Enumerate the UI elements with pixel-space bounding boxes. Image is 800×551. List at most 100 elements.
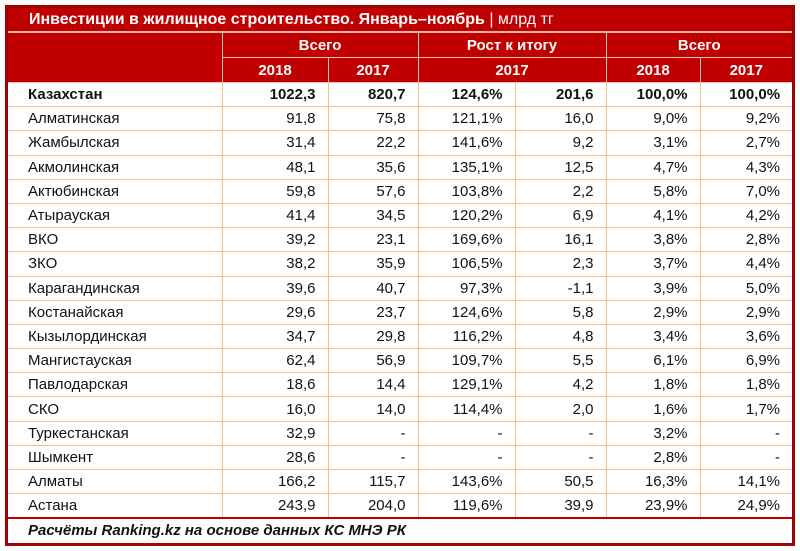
value-cell-share-2018: 3,8% [605, 227, 701, 253]
value-cell-2017: 14,0 [327, 396, 419, 422]
value-cell-2018: 29,6 [221, 299, 329, 325]
value-cell-share-2018: 9,0% [605, 106, 701, 132]
value-cell-growth-abs: - [514, 444, 607, 471]
value-cell-2017: - [327, 420, 419, 446]
column-group-total-right: Всего [605, 33, 793, 58]
value-cell-share-2018: 23,9% [605, 493, 701, 518]
column-group-growth: Рост к итогу [417, 33, 607, 58]
table-row: Алматы 166,2 115,7 143,6% 50,5 16,3% 14,… [8, 468, 793, 495]
value-cell-growth-pct: 116,2% [417, 323, 516, 350]
value-cell-growth-pct: 141,6% [417, 130, 516, 156]
region-cell: Костанайская [8, 299, 223, 325]
value-cell-growth-pct: 120,2% [417, 202, 516, 229]
region-cell: Актюбинская [8, 178, 223, 204]
value-cell-2017: 23,7 [327, 299, 419, 325]
value-cell-share-2017: 3,6% [699, 323, 793, 350]
value-cell-2017: 35,6 [327, 154, 419, 180]
region-cell: ВКО [8, 227, 223, 253]
table-row: Туркестанская 32,9 - - - 3,2% - [8, 420, 793, 446]
value-cell-2018: 62,4 [221, 348, 329, 374]
value-cell-growth-abs: 4,8 [514, 323, 607, 350]
value-cell-growth-pct: 121,1% [417, 106, 516, 132]
value-cell-growth-pct: 124,6% [417, 299, 516, 325]
value-cell-2017: 57,6 [327, 178, 419, 204]
value-cell-growth-pct: - [417, 420, 516, 446]
value-cell-2017: 23,1 [327, 227, 419, 253]
table-row: Шымкент 28,6 - - - 2,8% - [8, 444, 793, 471]
table-row: Казахстан 1022,3 820,7 124,6% 201,6 100,… [8, 81, 793, 108]
region-cell: Туркестанская [8, 420, 223, 446]
value-cell-growth-abs: 50,5 [514, 468, 607, 495]
value-cell-growth-pct: 169,6% [417, 227, 516, 253]
value-cell-2017: 820,7 [327, 81, 419, 108]
value-cell-growth-pct: 114,4% [417, 396, 516, 422]
region-cell: ЗКО [8, 251, 223, 277]
value-cell-share-2018: 2,8% [605, 444, 701, 471]
value-cell-2018: 91,8 [221, 106, 329, 132]
region-cell: Акмолинская [8, 154, 223, 180]
value-cell-growth-pct: 109,7% [417, 348, 516, 374]
value-cell-2018: 39,2 [221, 227, 329, 253]
value-cell-2017: 115,7 [327, 468, 419, 495]
table-row: Алматинская 91,8 75,8 121,1% 16,0 9,0% 9… [8, 106, 793, 132]
value-cell-growth-abs: 16,0 [514, 106, 607, 132]
table-row: ВКО 39,2 23,1 169,6% 16,1 3,8% 2,8% [8, 227, 793, 253]
value-cell-share-2017: - [699, 420, 793, 446]
table-header: Всего Рост к итогу Всего 2018 2017 2017 … [8, 33, 793, 83]
value-cell-share-2017: 7,0% [699, 178, 793, 204]
value-cell-growth-abs: 201,6 [514, 81, 607, 108]
corner-cell [8, 33, 223, 83]
value-cell-growth-pct: 124,6% [417, 81, 516, 108]
region-cell: Карагандинская [8, 275, 223, 301]
value-cell-share-2017: 100,0% [699, 81, 793, 108]
value-cell-growth-abs: 2,3 [514, 251, 607, 277]
value-cell-growth-abs: 5,5 [514, 348, 607, 374]
value-cell-2017: 14,4 [327, 372, 419, 398]
value-cell-share-2017: 4,3% [699, 154, 793, 180]
page-title-main: Инвестиции в жилищное строительство. Янв… [29, 11, 485, 28]
value-cell-growth-pct: - [417, 444, 516, 471]
region-cell: Шымкент [8, 444, 223, 471]
value-cell-2017: 204,0 [327, 493, 419, 518]
value-cell-2018: 41,4 [221, 202, 329, 229]
page-title-unit: | млрд тг [484, 11, 554, 28]
table-row: Карагандинская 39,6 40,7 97,3% -1,1 3,9%… [8, 275, 793, 301]
value-cell-growth-pct: 135,1% [417, 154, 516, 180]
value-cell-growth-abs: 16,1 [514, 227, 607, 253]
source-note: Расчёты Ranking.kz на основе данных КС М… [8, 517, 792, 543]
value-cell-share-2018: 100,0% [605, 81, 701, 108]
value-cell-share-2017: 14,1% [699, 468, 793, 495]
value-cell-growth-pct: 103,8% [417, 178, 516, 204]
investments-table: Всего Рост к итогу Всего 2018 2017 2017 … [8, 33, 793, 518]
region-cell: Кызылординская [8, 323, 223, 350]
table-row: Павлодарская 18,6 14,4 129,1% 4,2 1,8% 1… [8, 372, 793, 398]
value-cell-share-2018: 1,8% [605, 372, 701, 398]
value-cell-share-2017: 1,8% [699, 372, 793, 398]
value-cell-2018: 31,4 [221, 130, 329, 156]
value-cell-share-2018: 4,1% [605, 202, 701, 229]
value-cell-2017: 75,8 [327, 106, 419, 132]
value-cell-share-2018: 1,6% [605, 396, 701, 422]
value-cell-2018: 39,6 [221, 275, 329, 301]
table-row: Астана 243,9 204,0 119,6% 39,9 23,9% 24,… [8, 493, 793, 518]
table-row: Актюбинская 59,8 57,6 103,8% 2,2 5,8% 7,… [8, 178, 793, 204]
value-cell-share-2018: 5,8% [605, 178, 701, 204]
value-cell-growth-abs: 5,8 [514, 299, 607, 325]
column-header-2017: 2017 [327, 57, 419, 83]
value-cell-share-2018: 6,1% [605, 348, 701, 374]
value-cell-share-2017: 1,7% [699, 396, 793, 422]
page-title: Инвестиции в жилищное строительство. Янв… [8, 8, 792, 33]
value-cell-2018: 32,9 [221, 420, 329, 446]
table-row: Костанайская 29,6 23,7 124,6% 5,8 2,9% 2… [8, 299, 793, 325]
value-cell-2017: - [327, 444, 419, 471]
value-cell-share-2018: 16,3% [605, 468, 701, 495]
table-row: СКО 16,0 14,0 114,4% 2,0 1,6% 1,7% [8, 396, 793, 422]
region-cell: Мангистауская [8, 348, 223, 374]
value-cell-share-2017: 5,0% [699, 275, 793, 301]
value-cell-growth-pct: 97,3% [417, 275, 516, 301]
value-cell-growth-abs: -1,1 [514, 275, 607, 301]
value-cell-2017: 22,2 [327, 130, 419, 156]
value-cell-growth-abs: 9,2 [514, 130, 607, 156]
value-cell-share-2017: 6,9% [699, 348, 793, 374]
table-body: Казахстан 1022,3 820,7 124,6% 201,6 100,… [8, 81, 793, 518]
